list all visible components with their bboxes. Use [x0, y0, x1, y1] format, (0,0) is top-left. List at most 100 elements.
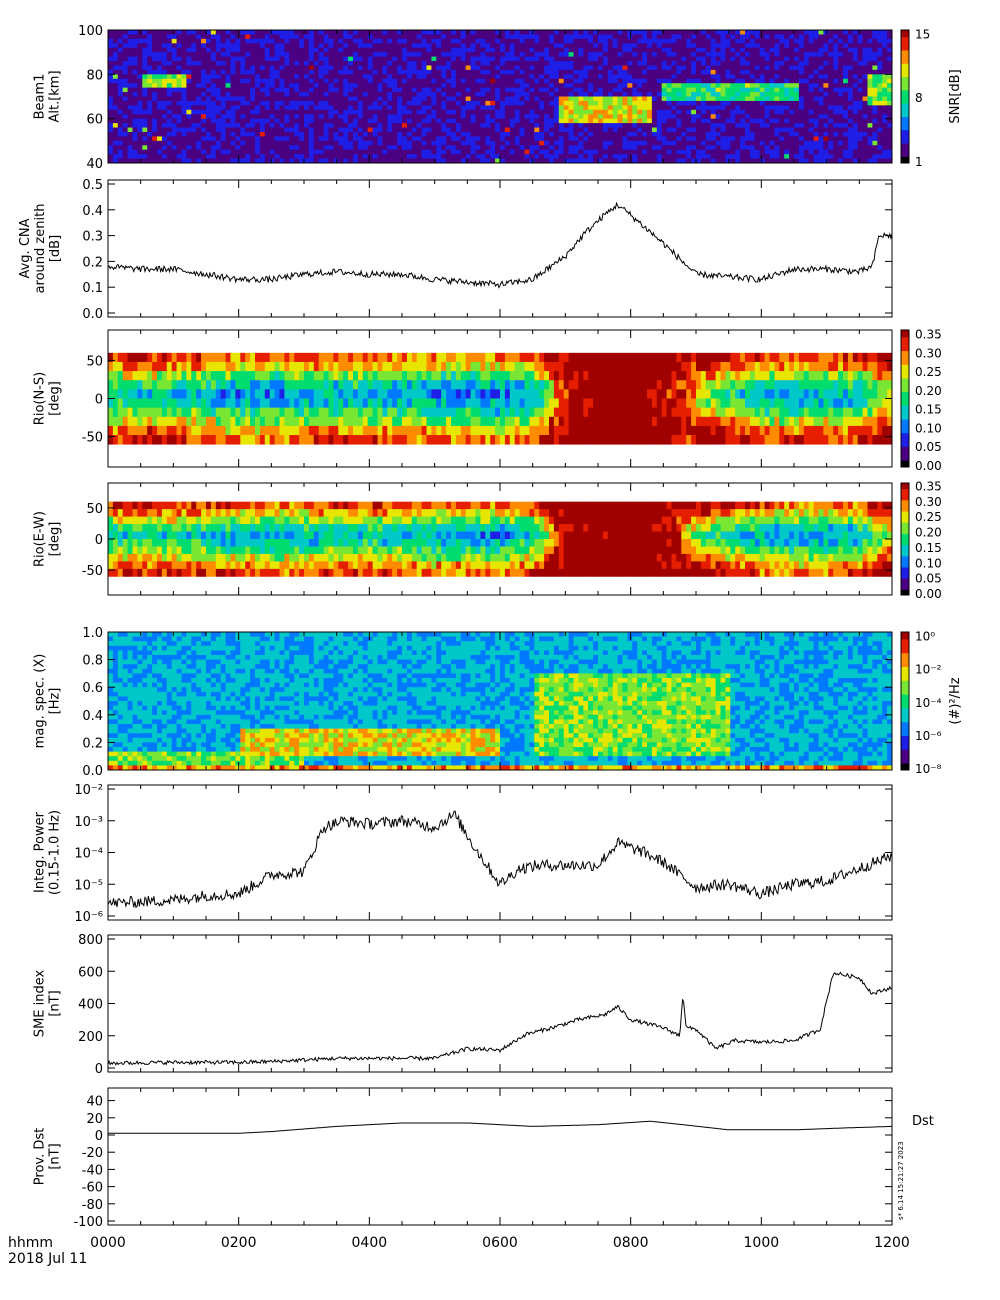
- panel-0-cell: [279, 52, 285, 57]
- panel-0-cell: [490, 140, 496, 146]
- panel-0-cell: [627, 149, 633, 155]
- panel-0-cell: [735, 114, 741, 120]
- panel-0-cell: [323, 149, 329, 155]
- panel-0-cell: [833, 123, 839, 128]
- panel-0-cell: [740, 69, 746, 75]
- panel-0-cell: [857, 109, 863, 115]
- panel-0-cell: [838, 38, 844, 44]
- panel-0-cell: [318, 30, 324, 35]
- panel-0-cell: [730, 30, 736, 35]
- panel-0-cell: [465, 131, 471, 137]
- panel-1-ytick-label: 0.3: [82, 230, 103, 245]
- panel-0-cell: [602, 149, 609, 155]
- panel-0-cell: [872, 87, 878, 93]
- panel-0-cell: [343, 38, 349, 44]
- panel-0-cell: [250, 118, 256, 124]
- panel-0-cell: [255, 109, 261, 115]
- panel-0-cell: [798, 83, 805, 89]
- panel-0-cell: [749, 52, 756, 57]
- panel-0-cell: [759, 87, 765, 93]
- panel-0-cell: [735, 47, 741, 53]
- panel-0-cell: [730, 56, 736, 62]
- panel-0-cell: [230, 56, 236, 62]
- panel-0-cell: [647, 158, 653, 164]
- panel-0-cell: [534, 43, 540, 49]
- panel-0-cell: [279, 43, 285, 49]
- panel-0-cell: [157, 118, 163, 124]
- panel-0-cell: [872, 61, 878, 66]
- panel-0-cell: [852, 69, 859, 75]
- panel-0-cell: [318, 43, 324, 49]
- panel-0-cell: [769, 136, 775, 142]
- panel-0-cell: [460, 127, 467, 133]
- panel-0-cell: [181, 127, 187, 133]
- panel-0-cell: [264, 74, 271, 80]
- panel-0-cell: [362, 43, 369, 49]
- panel-0-cell: [186, 65, 192, 71]
- panel-0-cell: [166, 74, 173, 80]
- panel-0-cell: [710, 123, 716, 128]
- panel-0-cell: [519, 43, 525, 49]
- panel-0-cell: [749, 136, 756, 142]
- panel-0-cell: [661, 131, 667, 137]
- panel-0-cell: [240, 127, 246, 133]
- panel-0-cell: [808, 123, 814, 128]
- panel-0-cell: [779, 69, 785, 75]
- panel-0-cell: [201, 136, 207, 142]
- panel-0-cell: [431, 30, 437, 35]
- panel-0-cell: [676, 74, 682, 80]
- panel-0-cell: [691, 30, 697, 35]
- panel-0-cell: [681, 34, 687, 40]
- panel-0-cell: [318, 83, 324, 89]
- panel-0-cell: [651, 118, 658, 124]
- panel-0-cell: [431, 87, 437, 93]
- panel-0-cell: [367, 127, 373, 133]
- panel-0-cell: [357, 131, 364, 137]
- panel-0-cell: [720, 61, 726, 66]
- panel-0-cell: [681, 61, 687, 66]
- panel-0-cell: [225, 87, 231, 93]
- panel-0-cell: [264, 123, 271, 128]
- panel-0-cell: [421, 30, 427, 35]
- panel-0-cell: [661, 87, 667, 93]
- panel-0-cell: [622, 83, 628, 89]
- panel-0-cell: [215, 158, 222, 164]
- panel-0-cell: [485, 47, 491, 53]
- panel-0-cell: [397, 92, 403, 97]
- panel-0-cell: [157, 109, 163, 115]
- panel-0-cell: [196, 78, 202, 84]
- panel-0-cell: [882, 140, 888, 146]
- panel-0-cell: [803, 78, 810, 84]
- panel-0-cell: [225, 136, 231, 142]
- panel-0-cell: [348, 30, 354, 35]
- panel-0-cell: [455, 154, 462, 159]
- panel-0-cell: [259, 87, 266, 93]
- panel-0-cell: [504, 69, 511, 75]
- panel-0-cell: [397, 56, 403, 62]
- panel-0-cell: [740, 52, 746, 57]
- panel-0-cell: [117, 92, 124, 97]
- panel-0-cell: [691, 52, 697, 57]
- panel-0-cell: [784, 83, 790, 89]
- panel-0-cell: [284, 34, 290, 40]
- panel-0-cell: [328, 96, 334, 102]
- panel-0-cell: [598, 118, 604, 124]
- panel-0-cell: [269, 34, 275, 40]
- panel-0-cell: [838, 30, 844, 35]
- panel-0-cell: [857, 92, 863, 97]
- panel-0-cell: [514, 123, 520, 128]
- panel-0-cell: [843, 145, 849, 151]
- panel-0-cell: [318, 34, 324, 40]
- panel-0-cell: [857, 127, 863, 133]
- panel-0-cell: [294, 61, 300, 66]
- panel-0-cell: [602, 30, 609, 35]
- panel-0-cell: [294, 65, 300, 71]
- panel-0-cell: [823, 158, 829, 164]
- panel-0-cell: [382, 38, 388, 44]
- panel-0-cell: [607, 145, 614, 151]
- panel-0-cell: [431, 65, 437, 71]
- panel-0-cell: [372, 43, 378, 49]
- panel-0-cell: [323, 61, 329, 66]
- panel-0-cell: [245, 96, 251, 102]
- panel-0-cell: [333, 136, 339, 142]
